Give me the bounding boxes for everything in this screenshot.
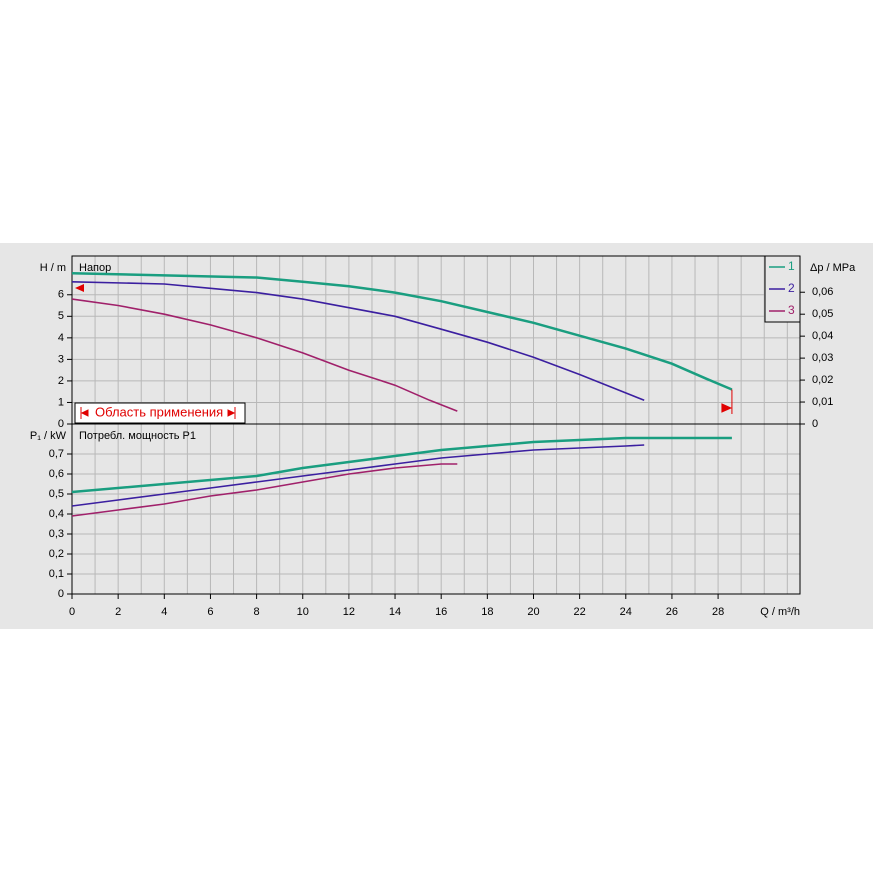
x-tick-label: 16 — [435, 606, 447, 618]
legend-label: 3 — [788, 303, 795, 317]
panel-label: Потребл. мощность P1 — [79, 430, 196, 442]
y-tick-label: 0,2 — [49, 548, 64, 560]
arrow-left — [80, 407, 89, 419]
x-tick-label: 14 — [389, 606, 401, 618]
x-tick-label: 20 — [527, 606, 539, 618]
series-line — [71, 298, 458, 412]
application-box — [74, 402, 246, 424]
arrow-right — [227, 407, 236, 419]
plot-frame — [71, 423, 801, 595]
y-tick-label: 0,5 — [49, 488, 64, 500]
y2-tick-label: 0,02 — [812, 374, 833, 386]
x-tick-label: 10 — [297, 606, 309, 618]
x-tick-label: 0 — [69, 606, 75, 618]
x-tick-label: 18 — [481, 606, 493, 618]
x-tick-label: 26 — [666, 606, 678, 618]
x-tick-label: 2 — [115, 606, 121, 618]
limit-marker-right — [721, 389, 733, 414]
y-tick-label: 0,3 — [49, 528, 64, 540]
series-line — [71, 271, 733, 391]
y-tick-label: 2 — [58, 375, 64, 387]
overlay: Область применения 1 2 3 — [74, 255, 801, 424]
y2-tick-label: 0,05 — [812, 308, 833, 320]
y2-tick-label: 0,01 — [812, 396, 833, 408]
x-tick-label: 12 — [343, 606, 355, 618]
annotation: Область применения — [95, 404, 223, 419]
limit-marker-left — [75, 284, 84, 292]
x-axis-label: Q / m³/h — [760, 606, 800, 618]
y-tick-label: 0,7 — [49, 448, 64, 460]
x-tick-label: 8 — [254, 606, 260, 618]
plot-area — [72, 424, 800, 594]
y2-tick-label: 0,03 — [812, 352, 833, 364]
series-line — [71, 444, 645, 507]
x-tick-label: 24 — [620, 606, 632, 618]
y-axis-label: H / m — [40, 262, 66, 274]
series-line — [71, 281, 645, 402]
panel-label: Напор — [79, 262, 111, 274]
x-tick-label: 22 — [574, 606, 586, 618]
y-tick-label: 3 — [58, 353, 64, 365]
y-tick-label: 0,6 — [49, 468, 64, 480]
legend-label: 2 — [788, 281, 795, 295]
power-panel: 0 0,1 0,2 0,3 0,4 0,5 0,6 0,7 P₁ / kW Потребл. мо… — [30, 423, 801, 618]
y-tick-label: 1 — [58, 396, 64, 408]
plot-area — [72, 256, 800, 424]
y-tick-label: 0 — [58, 588, 64, 600]
y-tick-label: 0,1 — [49, 568, 64, 580]
y-tick-label: 6 — [58, 289, 64, 301]
series-line — [71, 463, 458, 517]
y2-tick-label: 0,06 — [812, 286, 833, 298]
x-tick-label: 28 — [712, 606, 724, 618]
series-line — [71, 436, 732, 494]
y-tick-label: 4 — [58, 332, 64, 344]
x-tick-label: 6 — [207, 606, 213, 618]
y2-tick-label: 0 — [812, 418, 818, 430]
y-tick-label: 0,4 — [49, 508, 64, 520]
y2-tick-label: 0,04 — [812, 330, 833, 342]
x-tick-label: 4 — [161, 606, 167, 618]
y-tick-label: 5 — [58, 310, 64, 322]
y-axis-label: P₁ / kW — [30, 430, 67, 442]
y-tick-label: 0 — [58, 418, 64, 430]
y2-axis-label: Δp / MPa — [810, 262, 856, 274]
legend-label: 1 — [788, 259, 795, 273]
